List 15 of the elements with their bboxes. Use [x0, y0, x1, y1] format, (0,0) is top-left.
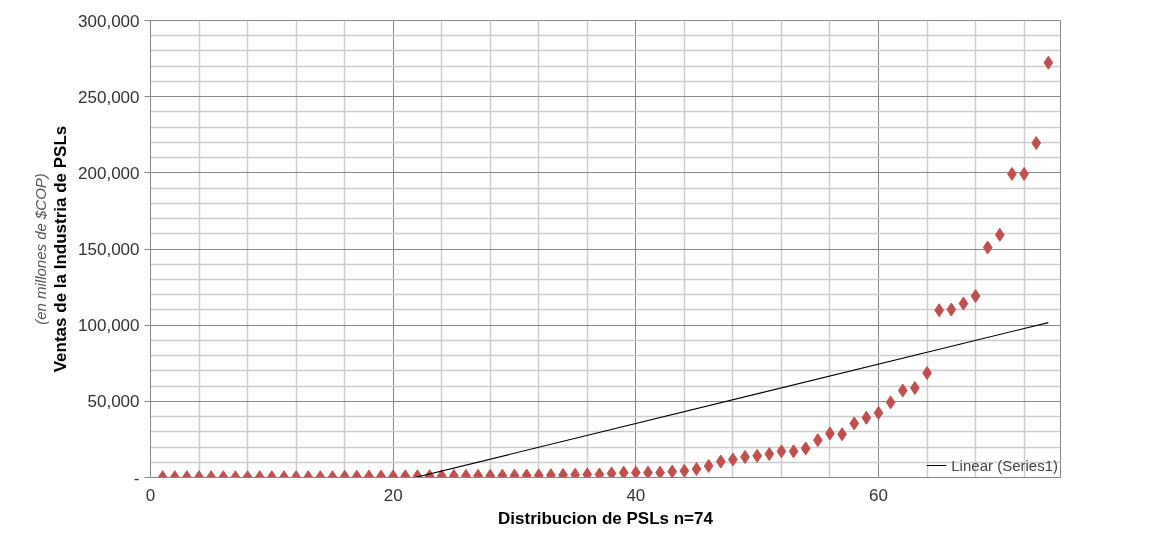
x-tick-label: 60: [869, 485, 888, 505]
y-tick-label: 50,000: [87, 392, 140, 412]
y-tick-label: 150,000: [78, 240, 140, 259]
legend-label: Linear (Series1): [951, 456, 1058, 474]
x-tick-label: 20: [383, 485, 403, 505]
text: (en millones de $COP): [31, 173, 49, 325]
x-tick-label: 0: [145, 485, 156, 505]
x-axis-title: Distribucion de PSLs n=74: [498, 508, 714, 528]
y-tick-label: 250,000: [78, 87, 140, 107]
y-tick-label: 200,000: [78, 163, 140, 183]
y-tick-label: -: [133, 468, 140, 488]
y-tick-label: 100,000: [78, 316, 140, 336]
y-axis-title: Ventas de la Industria de PSLs: [51, 125, 71, 373]
x-tick-label: 40: [626, 485, 646, 505]
y-tick-label: 300,000: [78, 11, 140, 31]
